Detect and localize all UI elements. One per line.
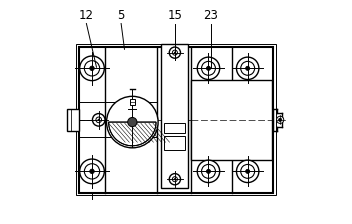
Text: 15: 15 [168, 9, 182, 22]
Text: 12: 12 [79, 9, 94, 22]
Circle shape [237, 160, 259, 183]
Circle shape [207, 66, 210, 70]
Circle shape [169, 47, 181, 58]
Circle shape [80, 159, 104, 184]
Circle shape [277, 116, 284, 123]
Circle shape [197, 57, 220, 80]
Circle shape [90, 66, 94, 71]
Circle shape [278, 118, 282, 121]
Bar [130, 99, 135, 105]
Circle shape [246, 66, 250, 70]
Circle shape [174, 179, 176, 180]
Circle shape [246, 169, 250, 173]
Text: 23: 23 [203, 9, 218, 22]
Circle shape [107, 96, 158, 148]
Bar [76, 44, 276, 195]
Bar [164, 136, 186, 150]
Bar [78, 47, 274, 193]
Circle shape [93, 114, 105, 126]
Circle shape [98, 119, 100, 121]
Circle shape [207, 169, 210, 173]
Polygon shape [109, 122, 156, 146]
Circle shape [169, 174, 181, 185]
Bar [67, 109, 78, 131]
Circle shape [197, 160, 220, 183]
Bar [190, 80, 272, 160]
Bar [164, 123, 186, 133]
Bar [162, 44, 188, 188]
Circle shape [128, 117, 137, 127]
Circle shape [80, 56, 104, 81]
Text: 5: 5 [118, 9, 125, 22]
Circle shape [90, 169, 94, 174]
Circle shape [174, 52, 176, 53]
Circle shape [237, 57, 259, 80]
